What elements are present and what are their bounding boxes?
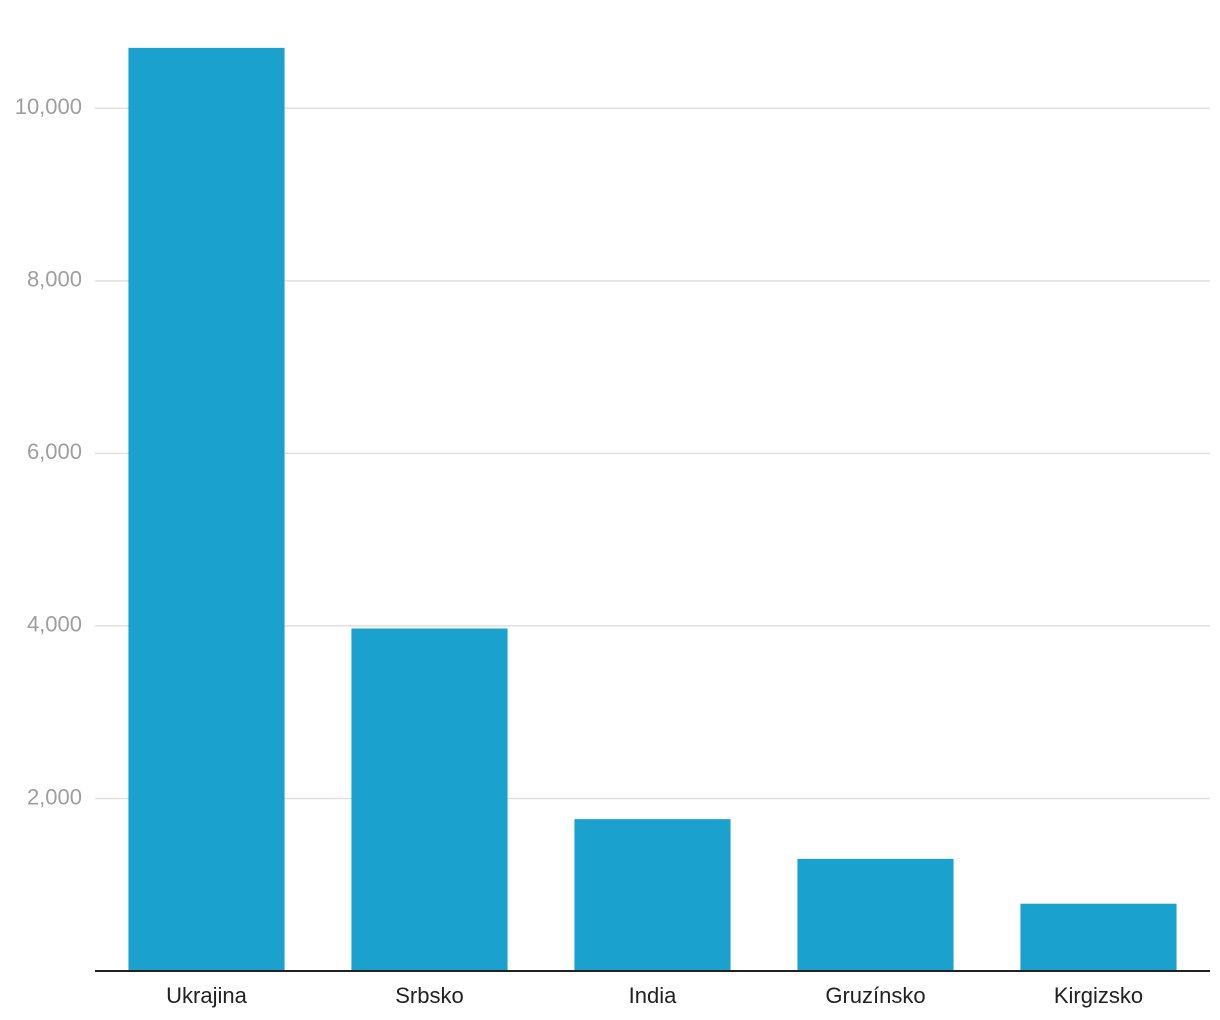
y-tick-label: 2,000 [27,784,82,809]
y-tick-label: 6,000 [27,439,82,464]
x-tick-label: India [629,983,677,1008]
x-tick-label: Gruzínsko [825,983,925,1008]
y-tick-label: 4,000 [27,612,82,637]
bar [1020,903,1177,971]
x-tick-label: Ukrajina [166,983,247,1008]
x-tick-label: Kirgizsko [1054,983,1143,1008]
y-tick-label: 10,000 [15,94,82,119]
y-tick-label: 8,000 [27,267,82,292]
bar [797,858,954,971]
bar [128,47,285,971]
x-tick-label: Srbsko [395,983,463,1008]
bar [574,819,731,971]
bar [351,628,508,971]
